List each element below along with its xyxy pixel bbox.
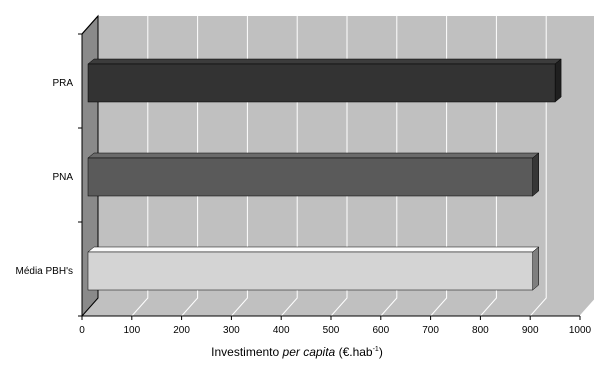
x-tick-label: 800 bbox=[472, 325, 489, 336]
x-axis-title-prefix: Investimento bbox=[211, 345, 283, 359]
x-axis-title-unit-close: ) bbox=[378, 345, 383, 359]
bar-end-face bbox=[554, 58, 562, 103]
x-tick-label: 200 bbox=[173, 325, 190, 336]
category-labels: PRA PNA Média PBH's bbox=[16, 78, 74, 277]
gridline bbox=[181, 16, 199, 317]
bar-top-face bbox=[87, 246, 540, 253]
bar-end-face bbox=[532, 246, 539, 291]
bar-front-face bbox=[87, 157, 533, 197]
gridline bbox=[480, 16, 497, 317]
gridline bbox=[380, 16, 398, 317]
x-axis-title-exponent: -1 bbox=[372, 346, 379, 353]
gridline bbox=[330, 16, 348, 317]
gridline bbox=[529, 16, 547, 317]
bars bbox=[87, 58, 562, 291]
axes bbox=[78, 15, 581, 320]
x-tick-label: 600 bbox=[372, 325, 389, 336]
x-tick-label: 100 bbox=[123, 325, 140, 336]
bar-top-face bbox=[87, 152, 540, 159]
bar-top-face bbox=[87, 58, 562, 65]
category-label: Média PBH's bbox=[16, 266, 74, 277]
bar bbox=[87, 152, 540, 197]
gridlines bbox=[131, 16, 594, 317]
gridline bbox=[231, 16, 248, 317]
gridline bbox=[280, 16, 298, 317]
y-axis-top-edge bbox=[81, 15, 99, 35]
x-tick-label: 500 bbox=[323, 325, 340, 336]
x-tick-label: 400 bbox=[273, 325, 290, 336]
category-label: PRA bbox=[52, 78, 73, 89]
x-axis-title: Investimento per capita (€.hab-1) bbox=[0, 345, 594, 359]
x-axis-title-emphasis: per capita bbox=[282, 345, 336, 359]
bar bbox=[87, 58, 562, 103]
bar-front-face bbox=[87, 251, 533, 291]
x-tick-label: 1000 bbox=[569, 325, 592, 336]
gridline bbox=[579, 299, 594, 317]
x-tick-label: 0 bbox=[79, 325, 85, 336]
x-axis-title-unit: (€.hab bbox=[335, 345, 373, 359]
bar-end-face bbox=[532, 152, 539, 197]
bar bbox=[87, 246, 540, 291]
x-tick-labels: 0 100 200 300 400 500 600 700 800 900 1000 bbox=[79, 325, 591, 336]
gridline bbox=[430, 16, 448, 317]
x-tick-label: 900 bbox=[522, 325, 539, 336]
x-tick-label: 300 bbox=[223, 325, 240, 336]
gridline bbox=[131, 16, 149, 317]
bar-front-face bbox=[87, 63, 556, 103]
category-label: PNA bbox=[52, 172, 73, 183]
x-tick-label: 700 bbox=[422, 325, 439, 336]
